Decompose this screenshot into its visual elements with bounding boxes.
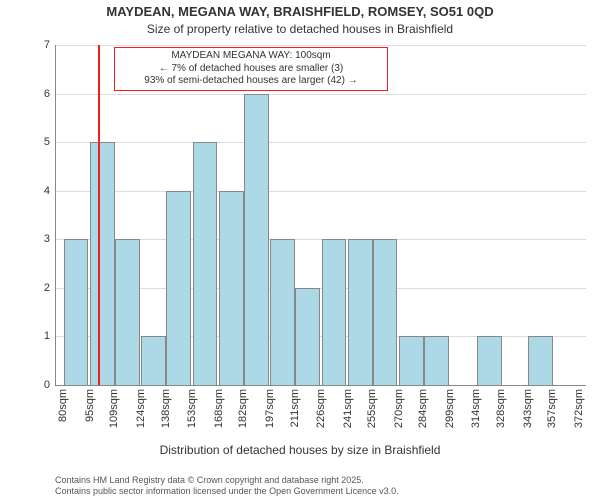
annotation-callout: MAYDEAN MEGANA WAY: 100sqm← 7% of detach… bbox=[114, 47, 388, 91]
histogram-bar bbox=[322, 239, 347, 385]
x-tick-label: 95sqm bbox=[84, 389, 96, 422]
x-tick-label: 314sqm bbox=[470, 389, 482, 428]
chart-subtitle: Size of property relative to detached ho… bbox=[0, 22, 600, 36]
x-tick-label: 299sqm bbox=[444, 389, 456, 428]
x-tick-label: 372sqm bbox=[573, 389, 585, 428]
histogram-bar bbox=[399, 336, 424, 385]
y-tick-label: 7 bbox=[44, 39, 50, 51]
histogram-bar bbox=[270, 239, 295, 385]
x-tick-label: 343sqm bbox=[522, 389, 534, 428]
footer-attribution: Contains HM Land Registry data © Crown c… bbox=[55, 475, 399, 498]
x-tick-label: 124sqm bbox=[135, 389, 147, 428]
x-tick-label: 255sqm bbox=[366, 389, 378, 428]
histogram-bar bbox=[528, 336, 553, 385]
x-tick-label: 226sqm bbox=[315, 389, 327, 428]
annotation-line: ← 7% of detached houses are smaller (3) bbox=[121, 63, 381, 76]
x-axis-label: Distribution of detached houses by size … bbox=[0, 443, 600, 457]
x-tick-label: 328sqm bbox=[495, 389, 507, 428]
gridline bbox=[56, 94, 586, 95]
x-tick-label: 138sqm bbox=[160, 389, 172, 428]
y-tick-label: 2 bbox=[44, 282, 50, 294]
y-tick-label: 4 bbox=[44, 185, 50, 197]
x-tick-label: 197sqm bbox=[264, 389, 276, 428]
gridline bbox=[56, 191, 586, 192]
histogram-bar bbox=[244, 94, 269, 385]
x-tick-label: 182sqm bbox=[237, 389, 249, 428]
y-tick-label: 1 bbox=[44, 330, 50, 342]
property-size-histogram: MAYDEAN, MEGANA WAY, BRAISHFIELD, ROMSEY… bbox=[0, 0, 600, 500]
histogram-bar bbox=[373, 239, 398, 385]
histogram-bar bbox=[477, 336, 502, 385]
x-tick-label: 211sqm bbox=[289, 389, 301, 427]
y-tick-label: 5 bbox=[44, 136, 50, 148]
histogram-bar bbox=[193, 142, 218, 385]
x-tick-label: 109sqm bbox=[108, 389, 120, 428]
plot-area: 0123456780sqm95sqm109sqm124sqm138sqm153s… bbox=[55, 45, 586, 386]
histogram-bar bbox=[64, 239, 89, 385]
y-tick-label: 6 bbox=[44, 88, 50, 100]
annotation-line: MAYDEAN MEGANA WAY: 100sqm bbox=[121, 50, 381, 63]
chart-title: MAYDEAN, MEGANA WAY, BRAISHFIELD, ROMSEY… bbox=[0, 4, 600, 19]
property-marker-line bbox=[98, 45, 100, 385]
annotation-line: 93% of semi-detached houses are larger (… bbox=[121, 75, 381, 88]
histogram-bar bbox=[424, 336, 449, 385]
x-tick-label: 284sqm bbox=[417, 389, 429, 428]
histogram-bar bbox=[295, 288, 320, 385]
gridline bbox=[56, 45, 586, 46]
footer-line: Contains HM Land Registry data © Crown c… bbox=[55, 475, 399, 486]
x-tick-label: 153sqm bbox=[186, 389, 198, 428]
histogram-bar bbox=[90, 142, 115, 385]
gridline bbox=[56, 142, 586, 143]
histogram-bar bbox=[115, 239, 140, 385]
x-tick-label: 80sqm bbox=[57, 389, 69, 422]
histogram-bar bbox=[219, 191, 244, 385]
y-tick-label: 3 bbox=[44, 233, 50, 245]
histogram-bar bbox=[166, 191, 191, 385]
histogram-bar bbox=[348, 239, 373, 385]
x-tick-label: 168sqm bbox=[213, 389, 225, 428]
x-tick-label: 357sqm bbox=[546, 389, 558, 428]
x-tick-label: 241sqm bbox=[342, 389, 354, 428]
x-tick-label: 270sqm bbox=[393, 389, 405, 428]
y-tick-label: 0 bbox=[44, 379, 50, 391]
histogram-bar bbox=[141, 336, 166, 385]
footer-line: Contains public sector information licen… bbox=[55, 486, 399, 497]
